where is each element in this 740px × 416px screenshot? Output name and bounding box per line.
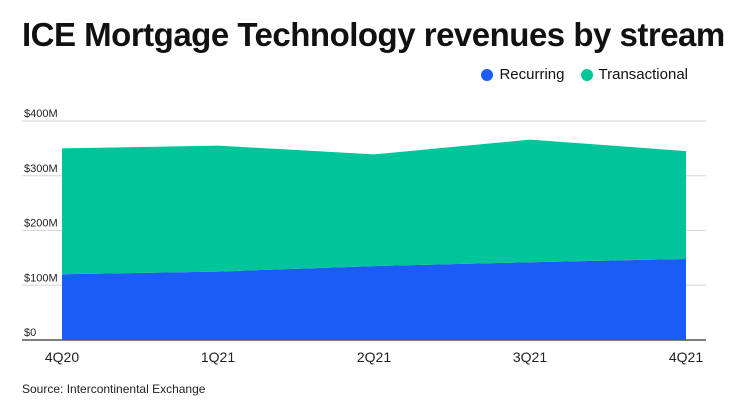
area-series-recurring <box>62 258 686 340</box>
x-tick-label: 2Q21 <box>357 349 391 365</box>
x-tick-label: 4Q21 <box>669 349 703 365</box>
source-note: Source: Intercontinental Exchange <box>22 382 206 396</box>
x-tick-label: 3Q21 <box>513 349 547 365</box>
x-tick-label: 4Q20 <box>45 349 79 365</box>
legend-label-transactional: Transactional <box>598 66 689 83</box>
legend-swatch-transactional <box>580 68 593 81</box>
legend: Recurring Transactional <box>481 66 688 83</box>
x-tick-label: 1Q21 <box>201 349 235 365</box>
y-tick-label: $400M <box>24 108 58 120</box>
legend-item-transactional: Transactional <box>580 66 689 83</box>
legend-item-recurring: Recurring <box>481 66 565 83</box>
chart-title: ICE Mortgage Technology revenues by stre… <box>22 16 725 53</box>
y-tick-label: $0 <box>24 327 36 339</box>
y-tick-label: $200M <box>24 218 58 230</box>
y-tick-label: $100M <box>24 272 58 284</box>
y-tick-label: $300M <box>24 163 58 175</box>
area-series-transactional <box>62 139 686 275</box>
legend-label-recurring: Recurring <box>499 66 565 83</box>
legend-swatch-recurring <box>481 68 494 81</box>
